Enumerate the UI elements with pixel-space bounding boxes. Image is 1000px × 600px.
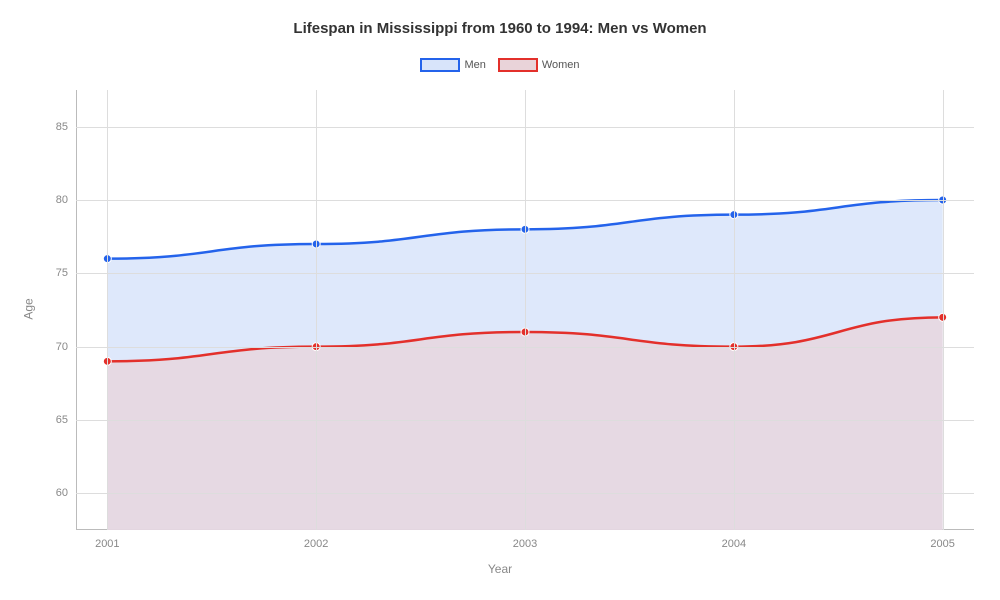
chart-container: Lifespan in Mississippi from 1960 to 199… [0,0,1000,600]
y-tick-label: 85 [56,121,76,133]
plot-area: 60657075808520012002200320042005 [76,90,974,530]
chart-title: Lifespan in Mississippi from 1960 to 199… [0,20,1000,37]
x-tick-label: 2004 [722,530,746,550]
x-tick-label: 2002 [304,530,328,550]
grid-line-vertical [316,90,317,530]
legend-label-men: Men [464,59,485,71]
y-tick-label: 75 [56,267,76,279]
x-tick-label: 2001 [95,530,119,550]
x-axis-title: Year [0,562,1000,576]
y-tick-label: 80 [56,194,76,206]
legend-item-women: Women [498,58,580,72]
legend-swatch-women [498,58,538,72]
y-tick-label: 65 [56,414,76,426]
y-tick-label: 60 [56,487,76,499]
legend-label-women: Women [542,59,580,71]
grid-line-vertical [943,90,944,530]
x-tick-label: 2003 [513,530,537,550]
y-axis-title: Age [22,298,36,319]
grid-line-vertical [107,90,108,530]
x-tick-label: 2005 [930,530,954,550]
legend: Men Women [0,58,1000,72]
legend-item-men: Men [420,58,485,72]
grid-line-vertical [525,90,526,530]
grid-line-vertical [734,90,735,530]
y-tick-label: 70 [56,341,76,353]
legend-swatch-men [420,58,460,72]
